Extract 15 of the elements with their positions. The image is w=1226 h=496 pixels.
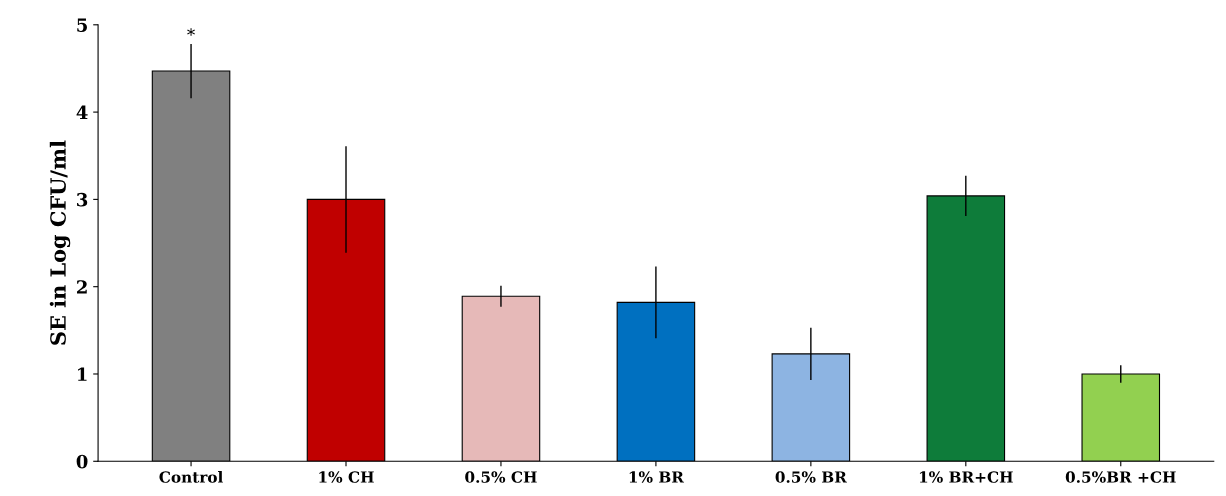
y-tick-label: 4 (76, 105, 88, 119)
y-tick-label: 2 (77, 280, 87, 294)
x-tick-label: 1% BR (629, 471, 685, 483)
y-tick-label: 3 (77, 192, 88, 207)
x-tick-label: 0.5%BR +CH (1065, 471, 1176, 483)
y-tick-label: 5 (77, 18, 87, 32)
x-tick-label: 0.5% BR (775, 471, 847, 483)
annotation: * (187, 28, 195, 36)
x-tick-label: 1% BR+CH (919, 471, 1013, 483)
x-tick-label: 0.5% CH (465, 471, 537, 483)
x-tick-label: 1% CH (319, 471, 374, 483)
y-axis-title: SE in Log CFU/ml (49, 140, 71, 345)
y-tick-label: 1 (78, 367, 87, 381)
x-tick-label: Control (159, 471, 223, 483)
y-tick-label: 0 (76, 454, 88, 469)
